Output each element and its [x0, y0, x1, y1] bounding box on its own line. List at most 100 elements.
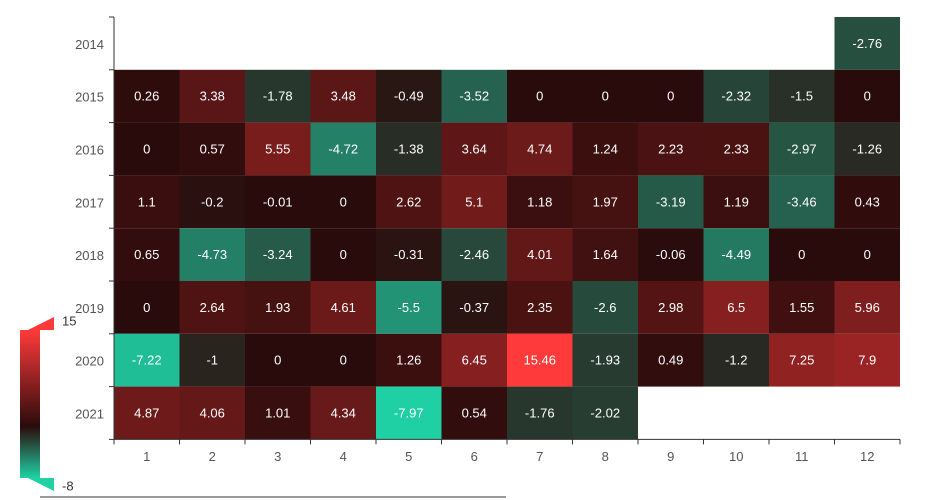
heatmap-cell[interactable]: 1.26 [376, 333, 442, 387]
heatmap-cell-rect[interactable] [507, 122, 573, 176]
heatmap-cell[interactable]: 3.64 [441, 122, 508, 176]
heatmap-cell[interactable]: -2.32 [703, 69, 770, 123]
heatmap-cell[interactable]: 1.55 [769, 281, 835, 334]
heatmap-cell[interactable]: 4.01 [507, 228, 573, 281]
heatmap-cell-rect[interactable] [572, 69, 639, 123]
heatmap-cell-rect[interactable] [638, 281, 704, 334]
heatmap-cell-rect[interactable] [638, 228, 704, 281]
heatmap-cell-rect[interactable] [179, 228, 246, 281]
heatmap-cell[interactable]: 1.24 [572, 122, 639, 176]
heatmap-cell-rect[interactable] [507, 281, 573, 334]
heatmap-cell[interactable]: -2.76 [834, 17, 901, 70]
heatmap-cell[interactable]: 0 [114, 281, 180, 334]
heatmap-cell-rect[interactable] [834, 122, 901, 176]
heatmap-cell[interactable]: -1.38 [376, 122, 442, 176]
heatmap-cell-rect[interactable] [834, 228, 901, 281]
heatmap-cell-rect[interactable] [769, 333, 835, 387]
heatmap-cell-rect[interactable] [310, 281, 377, 334]
heatmap-cell[interactable]: 7.9 [834, 333, 901, 387]
heatmap-cell[interactable]: 4.34 [310, 386, 377, 440]
heatmap-cell-rect[interactable] [769, 122, 835, 176]
heatmap-cell-rect[interactable] [114, 175, 180, 229]
heatmap-cell[interactable]: -7.97 [376, 386, 442, 440]
heatmap-cell-rect[interactable] [769, 281, 835, 334]
heatmap-cell[interactable]: 3.38 [179, 69, 246, 123]
heatmap-cell-rect[interactable] [572, 228, 639, 281]
heatmap-cell[interactable]: 0 [310, 333, 377, 387]
heatmap-cell-rect[interactable] [376, 122, 442, 176]
heatmap-cell[interactable]: 0.49 [638, 333, 704, 387]
heatmap-cell[interactable]: -3.19 [638, 175, 704, 229]
heatmap-cell[interactable]: 0 [245, 333, 311, 387]
heatmap-cell[interactable]: -3.46 [769, 175, 835, 229]
heatmap-cell-rect[interactable] [507, 333, 573, 387]
heatmap-cell[interactable]: 0.57 [179, 122, 246, 176]
heatmap-cell[interactable]: 6.45 [441, 333, 508, 387]
heatmap-cell-rect[interactable] [834, 333, 901, 387]
heatmap-cell-rect[interactable] [769, 175, 835, 229]
heatmap-cell[interactable]: 2.35 [507, 281, 573, 334]
heatmap-cell-rect[interactable] [572, 386, 639, 440]
heatmap-cell[interactable]: 0 [572, 69, 639, 123]
heatmap-cell-rect[interactable] [441, 175, 508, 229]
heatmap-cell-rect[interactable] [114, 281, 180, 334]
heatmap-cell-rect[interactable] [441, 69, 508, 123]
heatmap-cell-rect[interactable] [310, 122, 377, 176]
heatmap-cell-rect[interactable] [507, 69, 573, 123]
heatmap-cell[interactable]: 2.62 [376, 175, 442, 229]
heatmap-cell[interactable]: 0.54 [441, 386, 508, 440]
heatmap-cell[interactable]: -2.02 [572, 386, 639, 440]
heatmap-cell-rect[interactable] [703, 333, 770, 387]
heatmap-cell-rect[interactable] [572, 281, 639, 334]
heatmap-cell[interactable]: -5.5 [376, 281, 442, 334]
heatmap-cell[interactable]: 2.98 [638, 281, 704, 334]
heatmap-cell[interactable]: 1.01 [245, 386, 311, 440]
heatmap-cell[interactable]: 4.61 [310, 281, 377, 334]
heatmap-cell-rect[interactable] [376, 69, 442, 123]
heatmap-cell-rect[interactable] [441, 333, 508, 387]
heatmap-cell-rect[interactable] [638, 122, 704, 176]
visual-map[interactable]: 15 -8 [20, 314, 76, 494]
heatmap-cell-rect[interactable] [310, 175, 377, 229]
heatmap-cell-rect[interactable] [834, 69, 901, 123]
heatmap-cell-rect[interactable] [703, 228, 770, 281]
heatmap-cell-rect[interactable] [376, 228, 442, 281]
heatmap-cell-rect[interactable] [572, 175, 639, 229]
heatmap-cell[interactable]: 1.1 [114, 175, 180, 229]
heatmap-cell[interactable]: -4.72 [310, 122, 377, 176]
heatmap-cell[interactable]: 0.65 [114, 228, 180, 281]
heatmap-cell[interactable]: 0 [310, 175, 377, 229]
heatmap-cell-rect[interactable] [507, 386, 573, 440]
heatmap-cell-rect[interactable] [179, 69, 246, 123]
heatmap-cell[interactable]: -4.73 [179, 228, 246, 281]
heatmap-cell-rect[interactable] [572, 122, 639, 176]
heatmap-cell-rect[interactable] [376, 333, 442, 387]
heatmap-cell[interactable]: -0.31 [376, 228, 442, 281]
heatmap-cell-rect[interactable] [769, 69, 835, 123]
heatmap-cell-rect[interactable] [834, 281, 901, 334]
heatmap-cell[interactable]: 5.96 [834, 281, 901, 334]
heatmap-cell[interactable]: 7.25 [769, 333, 835, 387]
heatmap-cell[interactable]: 5.55 [245, 122, 311, 176]
visual-map-max-handle[interactable] [28, 317, 54, 330]
heatmap-cell-rect[interactable] [245, 122, 311, 176]
heatmap-cell[interactable]: -7.22 [114, 333, 180, 387]
heatmap-cell-rect[interactable] [245, 69, 311, 123]
heatmap-cell[interactable]: -3.24 [245, 228, 311, 281]
heatmap-cell-rect[interactable] [376, 386, 442, 440]
heatmap-cell[interactable]: 0 [507, 69, 573, 123]
heatmap-cell[interactable]: 0 [114, 122, 180, 176]
heatmap-cell[interactable]: 3.48 [310, 69, 377, 123]
heatmap-cell-rect[interactable] [572, 333, 639, 387]
heatmap-cell[interactable]: 5.1 [441, 175, 508, 229]
heatmap-cell[interactable]: -3.52 [441, 69, 508, 123]
heatmap-cell[interactable]: -2.97 [769, 122, 835, 176]
heatmap-cell-rect[interactable] [114, 228, 180, 281]
heatmap-cell[interactable]: 15.46 [507, 333, 573, 387]
heatmap-cell-rect[interactable] [834, 17, 901, 70]
heatmap-cell-rect[interactable] [179, 122, 246, 176]
heatmap-cell[interactable]: 0 [769, 228, 835, 281]
heatmap-cell[interactable]: 0.26 [114, 69, 180, 123]
heatmap-cell[interactable]: -0.01 [245, 175, 311, 229]
heatmap-cell[interactable]: -1.5 [769, 69, 835, 123]
